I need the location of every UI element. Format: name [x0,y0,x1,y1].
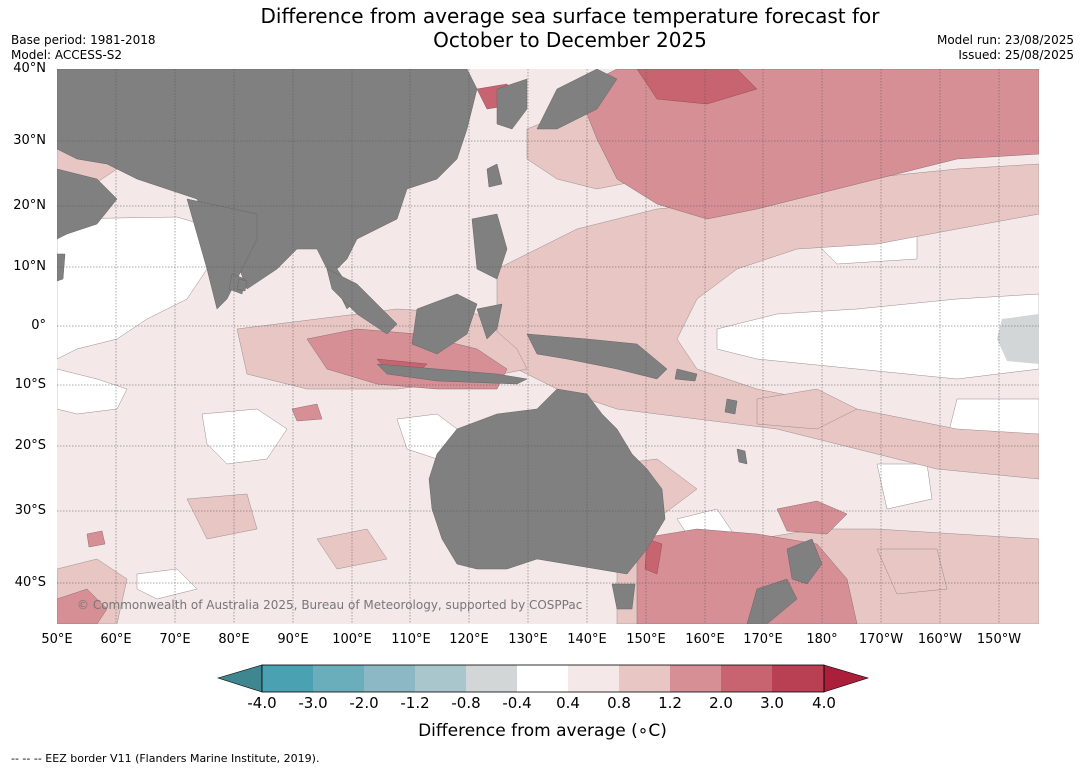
colorbar-segment-1 [262,665,313,692]
model-run: Model run: 23/08/2025 [936,33,1074,47]
copyright-notice: © Commonwealth of Australia 2025, Bureau… [77,598,583,612]
colorbar-frame [261,664,825,693]
colorbar-segment-7 [568,665,619,692]
lon-label-140e: 140°E [567,632,607,647]
lon-label-130e: 130°E [508,632,548,647]
lon-label-150e: 150°E [626,632,666,647]
title-line-1: Difference from average sea surface temp… [260,4,880,28]
model-name: Model: ACCESS-S2 [11,48,123,62]
colorbar-segment-11 [772,665,824,692]
anomaly-band-negative [997,314,1039,364]
colorbar-segment-3 [364,665,415,692]
lat-label-10s: 10°S [14,377,46,392]
base-period: Base period: 1981-2018 [11,33,156,47]
lat-label-40n: 40°N [13,61,46,76]
colorbar-tick-5: -0.4 [502,694,532,712]
lat-label-20n: 20°N [13,198,46,213]
colorbar-title-text: Difference from average ( [418,721,638,741]
lat-label-30s: 30°S [14,503,46,518]
eez-footnote: -- -- -- EEZ border V11 (Flanders Marine… [11,752,320,765]
colorbar-segment-4 [415,665,466,692]
land-masses [57,69,823,624]
colorbar-tick-3: -1.2 [400,694,430,712]
colorbar-tick-6: 0.4 [556,694,580,712]
title-line-2: October to December 2025 [433,28,707,52]
meta-right: Model run: 23/08/2025 Issued: 25/08/2025 [937,33,1074,63]
colorbar-segment-10 [721,665,772,692]
lon-label-80e: 80°E [218,632,250,647]
lat-label-40s: 40°S [14,575,46,590]
sst-anomaly-map [57,69,1039,624]
lon-label-100e: 100°E [332,632,372,647]
colorbar-segment-8 [619,665,670,692]
colorbar-tick-0: -4.0 [247,694,277,712]
colorbar-tick-10: 3.0 [760,694,784,712]
colorbar-segment-2 [313,665,364,692]
colorbar-extend-low [216,664,263,693]
colorbar-tick-4: -0.8 [451,694,481,712]
lon-label-110e: 110°E [391,632,431,647]
colorbar-tick-11: 4.0 [812,694,836,712]
lon-label-160w: 160°W [917,632,963,647]
lon-label-170e: 170°E [743,632,783,647]
colorbar-tick-9: 2.0 [709,694,733,712]
colorbar [216,664,870,693]
lon-label-60e: 60°E [100,632,132,647]
map-canvas [57,69,1039,624]
colorbar-segment-6 [517,665,568,692]
colorbar-tick-7: 0.8 [607,694,631,712]
lon-label-70e: 70°E [159,632,191,647]
colorbar-title-unit: ∘C) [637,721,667,741]
lon-label-150w: 150°W [976,632,1022,647]
lat-label-30n: 30°N [13,133,46,148]
colorbar-title: Difference from average (∘C) [0,721,1085,741]
colorbar-tick-1: -3.0 [298,694,328,712]
colorbar-segment-9 [670,665,721,692]
colorbar-tick-8: 1.2 [658,694,682,712]
lon-label-50e: 50°E [41,632,73,647]
colorbar-segment-5 [466,665,517,692]
lon-label-180: 180° [806,632,838,647]
lon-label-160e: 160°E [685,632,725,647]
issued-date: Issued: 25/08/2025 [958,48,1074,62]
lat-label-10n: 10°N [13,259,46,274]
lat-label-0: 0° [31,318,46,333]
lon-label-170w: 170°W [858,632,904,647]
lat-label-20s: 20°S [14,438,46,453]
lon-label-90e: 90°E [277,632,309,647]
graticule-lon [115,69,1000,624]
chart-title: Difference from average sea surface temp… [0,4,1085,52]
colorbar-tick-2: -2.0 [349,694,379,712]
colorbar-extend-high [823,664,870,693]
lon-label-120e: 120°E [449,632,489,647]
meta-left: Base period: 1981-2018 Model: ACCESS-S2 [11,33,156,63]
